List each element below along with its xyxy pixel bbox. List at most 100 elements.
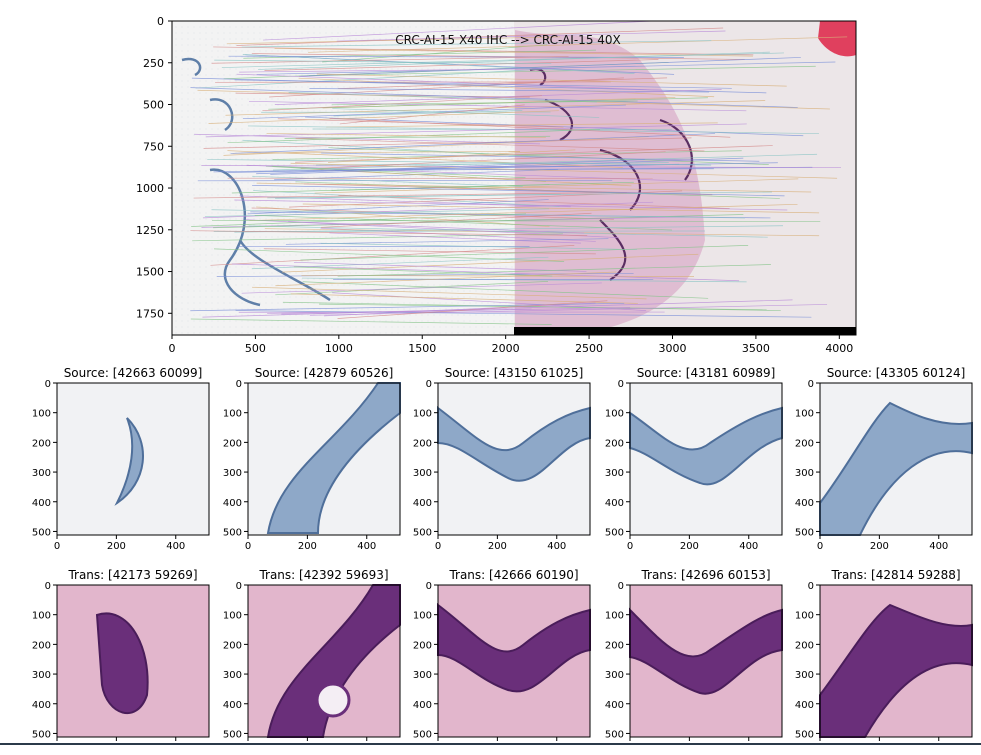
thumb-y-tick-label: 200 [223,438,242,449]
thumb-y-tick-label: 400 [413,498,432,509]
y-tick-label: 250 [143,57,164,70]
y-tick-label: 1000 [136,182,164,195]
source-image [438,383,590,535]
thumb-y-tick-label: 200 [413,438,432,449]
thumb-y-tick-label: 100 [605,409,624,420]
thumb-y-tick-label: 100 [795,611,814,622]
thumb-x-tick-label: 200 [298,541,317,552]
thumb-x-tick-label: 0 [435,541,441,552]
main-y-axis: 0 250 500 750 1000 1250 1500 1750 [136,15,172,320]
thumb-y-tick-label: 100 [605,611,624,622]
thumb-x-tick-label: 400 [739,541,758,552]
thumb-x-tick-label: 400 [547,541,566,552]
source-image [820,383,972,535]
x-tick-label: 2000 [492,342,520,355]
thumb-y-tick-label: 300 [795,468,814,479]
thumb-y-tick-label: 100 [223,611,242,622]
thumb-y-tick-label: 300 [413,670,432,681]
thumb-y-tick-label: 0 [45,379,51,390]
trans-image [820,585,972,737]
thumb-x-tick-label: 200 [680,541,699,552]
x-tick-label: 1500 [408,342,436,355]
output-cell-divider [0,743,981,745]
thumb-y-tick-label: 500 [223,729,242,740]
thumbnail-title: Trans: [42696 60153] [640,568,770,582]
thumb-y-tick-label: 0 [808,581,814,592]
trans-image [630,585,782,737]
thumbnail-title: Trans: [42173 59269] [67,568,197,582]
thumb-y-tick-label: 300 [223,670,242,681]
y-tick-label: 1750 [136,307,164,320]
thumb-y-tick-label: 500 [795,729,814,740]
thumb-y-tick-label: 200 [795,640,814,651]
thumb-y-tick-label: 100 [795,409,814,420]
thumb-x-tick-label: 200 [870,541,889,552]
thumb-y-tick-label: 100 [223,409,242,420]
source-image [630,383,782,535]
y-tick-label: 1250 [136,224,164,237]
thumb-y-tick-label: 500 [223,527,242,538]
y-tick-label: 750 [143,140,164,153]
thumb-y-tick-label: 300 [605,670,624,681]
thumb-y-tick-label: 400 [223,700,242,711]
thumb-x-tick-label: 400 [357,541,376,552]
thumb-y-tick-label: 400 [413,700,432,711]
thumb-y-tick-label: 200 [32,438,51,449]
thumb-y-tick-label: 500 [605,729,624,740]
y-tick-label: 500 [143,99,164,112]
x-tick-label: 3000 [658,342,686,355]
thumb-y-tick-label: 500 [32,527,51,538]
thumbnail-title: Trans: [42814 59288] [830,568,960,582]
thumb-y-tick-label: 200 [32,640,51,651]
thumb-y-tick-label: 400 [223,498,242,509]
x-tick-label: 3500 [742,342,770,355]
thumb-y-tick-label: 0 [618,379,624,390]
thumb-y-tick-label: 0 [426,379,432,390]
thumb-x-tick-label: 400 [929,541,948,552]
x-tick-label: 2500 [575,342,603,355]
thumb-y-tick-label: 100 [413,611,432,622]
thumb-y-tick-label: 300 [32,468,51,479]
thumb-y-tick-label: 500 [32,729,51,740]
thumb-y-tick-label: 100 [32,611,51,622]
thumbnail-title: Source: [43150 61025] [445,366,584,380]
main-plot-image: CRC-AI-15 X40 IHC --> CRC-AI-15 40X [172,20,856,335]
x-tick-label: 500 [245,342,266,355]
thumb-y-tick-label: 500 [605,527,624,538]
thumb-y-tick-label: 300 [605,468,624,479]
thumbnail-title: Source: [43181 60989] [637,366,776,380]
thumb-y-tick-label: 500 [413,527,432,538]
thumb-y-tick-label: 400 [605,700,624,711]
trans-image [57,585,209,737]
thumb-y-tick-label: 400 [795,498,814,509]
thumb-y-tick-label: 100 [413,409,432,420]
thumb-y-tick-label: 300 [32,670,51,681]
main-plot-title: CRC-AI-15 X40 IHC --> CRC-AI-15 40X [395,33,621,47]
thumb-y-tick-label: 0 [426,581,432,592]
thumb-y-tick-label: 300 [413,468,432,479]
y-tick-label: 0 [157,15,164,28]
y-tick-label: 1500 [136,266,164,279]
thumb-y-tick-label: 200 [413,640,432,651]
black-padding-bar [514,327,856,335]
thumb-x-tick-label: 0 [54,541,60,552]
thumb-y-tick-label: 400 [605,498,624,509]
trans-image [248,585,400,737]
thumb-x-tick-label: 0 [245,541,251,552]
thumbnail-title: Trans: [42392 59693] [258,568,388,582]
thumb-y-tick-label: 500 [795,527,814,538]
thumb-y-tick-label: 100 [32,409,51,420]
thumb-y-tick-label: 200 [795,438,814,449]
